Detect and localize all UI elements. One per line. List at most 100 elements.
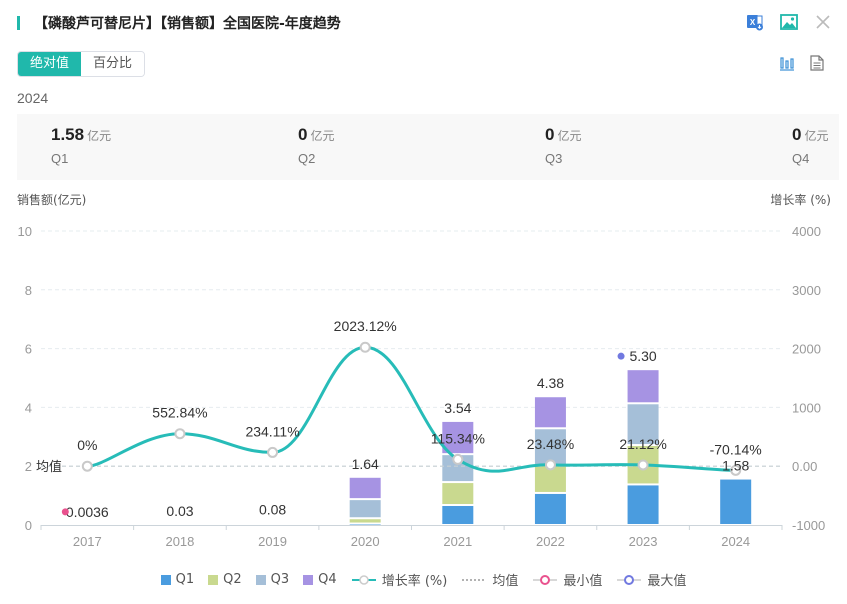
kpi-q2: 0 亿元 Q2 — [298, 125, 334, 166]
kpi-value: 0 — [792, 125, 802, 144]
y-tick-label: 10 — [18, 224, 32, 239]
year-label: 2024 — [17, 90, 49, 106]
total-value-label: 0.08 — [259, 502, 286, 518]
growth-rate-label: 552.84% — [152, 405, 207, 421]
value-mode-toggle: 绝对值 百分比 — [17, 51, 146, 77]
legend-label: 最小值 — [563, 574, 603, 589]
chart-legend: Q1 Q2 Q3 Q4 增长率 (%) 均值 最小值 最大值 — [0, 570, 847, 589]
image-export-icon[interactable] — [779, 12, 799, 32]
chart-plot: 均值 0% 552.84% 234.11% 2023.12% 115.34% 23.48%… — [18, 224, 826, 549]
legend-line-circle-icon — [351, 574, 376, 585]
growth-rate-point — [359, 341, 371, 353]
x-tick-label: 2019 — [258, 534, 287, 549]
legend-swatch — [303, 574, 314, 585]
bar-segment-q4 — [349, 477, 381, 499]
growth-rate-point — [730, 464, 742, 476]
percentage-tab[interactable]: 百分比 — [81, 52, 145, 76]
y2-tick-label: 3000 — [792, 283, 821, 298]
kpi-label: Q3 — [545, 151, 563, 166]
x-tick-label: 2017 — [73, 534, 102, 549]
legend-q1[interactable]: Q1 — [160, 572, 194, 587]
growth-rate-label: 115.34% — [431, 430, 485, 446]
y2-axis-title: 增长率 (%) — [770, 193, 831, 207]
x-tick-label: 2018 — [165, 534, 194, 549]
kpi-q4: 0 亿元 Q4 — [792, 125, 828, 166]
growth-rate-label: -70.14% — [710, 441, 762, 457]
kpi-value: 1.58 — [51, 125, 85, 144]
growth-rate-line — [87, 345, 736, 473]
x-tick-label: 2023 — [629, 534, 658, 549]
y-tick-label: 6 — [25, 342, 32, 357]
total-value-label: 1.58 — [722, 458, 749, 474]
bar-segment-q2 — [349, 519, 381, 523]
growth-rate-point — [267, 446, 279, 458]
legend-q2[interactable]: Q2 — [208, 572, 242, 587]
title-accent-bar — [17, 16, 20, 30]
kpi-value: 0 — [298, 125, 308, 144]
y-axis-title: 销售额(亿元) — [17, 193, 87, 207]
kpi-unit: 亿元 — [87, 129, 112, 143]
legend-max[interactable]: 最大值 — [616, 570, 686, 589]
growth-rate-point — [637, 459, 649, 471]
x-tick-label: 2021 — [443, 534, 472, 549]
kpi-label: Q1 — [51, 151, 69, 166]
kpi-unit: 亿元 — [804, 129, 829, 143]
legend-q3[interactable]: Q3 — [255, 572, 289, 587]
kpi-label: Q2 — [298, 151, 316, 166]
growth-rate-point — [452, 453, 464, 465]
growth-rate-label: 234.11% — [245, 423, 299, 439]
bar-segment-q4 — [442, 421, 474, 454]
bar-chart-icon[interactable] — [777, 53, 797, 73]
bar-segment-q1 — [442, 506, 474, 524]
growth-rate-point — [81, 460, 93, 472]
bar-segment-q3 — [534, 429, 566, 465]
legend-dotted-line-icon — [462, 578, 487, 581]
excel-export-icon[interactable]: X — [745, 12, 765, 32]
legend-label: 均值 — [492, 574, 519, 589]
x-tick-label: 2020 — [351, 534, 380, 549]
legend-q4[interactable]: Q4 — [303, 572, 337, 587]
growth-rate-label: 2023.12% — [334, 318, 397, 334]
y2-tick-label: 1000 — [792, 400, 821, 415]
bar-segment-q3 — [349, 500, 381, 518]
document-icon[interactable] — [807, 53, 827, 73]
legend-label: 最大值 — [647, 574, 687, 589]
bar-segment-q1 — [627, 485, 659, 524]
kpi-q1: 1.58 亿元 Q1 — [51, 125, 111, 166]
mean-line-label: 均值 — [36, 459, 62, 474]
bar-segment-q4 — [627, 370, 659, 403]
x-tick-label: 2022 — [536, 534, 565, 549]
total-value-label: 0.0036 — [66, 504, 109, 520]
bar-segment-q3 — [627, 404, 659, 445]
legend-min[interactable]: 最小值 — [532, 570, 602, 589]
view-switcher — [777, 53, 827, 73]
max-value-marker — [617, 352, 625, 360]
growth-rate-label: 0% — [77, 437, 97, 453]
y2-tick-label: 0.00 — [792, 459, 817, 474]
chart-header: 【磷酸芦可替尼片】【销售额】全国医院-年度趋势 — [17, 14, 341, 32]
legend-swatch — [160, 574, 171, 585]
x-tick-label: 2024 — [721, 534, 750, 549]
legend-label: 增长率 (%) — [381, 574, 448, 589]
y-tick-label: 2 — [25, 459, 32, 474]
kpi-unit: 亿元 — [310, 129, 335, 143]
bar-segment-q2 — [534, 466, 566, 492]
total-value-label: 5.30 — [629, 348, 656, 364]
total-value-label: 1.64 — [352, 456, 379, 472]
legend-mean[interactable]: 均值 — [461, 570, 518, 589]
absolute-value-tab[interactable]: 绝对值 — [18, 52, 82, 76]
y-tick-label: 8 — [25, 283, 32, 298]
y-tick-label: 0 — [25, 518, 32, 533]
kpi-label: Q4 — [792, 151, 810, 166]
kpi-value: 0 — [545, 125, 555, 144]
legend-min-marker-icon — [533, 574, 558, 585]
y2-tick-label: -1000 — [792, 518, 825, 533]
legend-growth-rate[interactable]: 增长率 (%) — [351, 570, 448, 589]
kpi-q3: 0 亿元 Q3 — [545, 125, 581, 166]
kpi-panel: 1.58 亿元 Q1 0 亿元 Q2 0 亿元 Q3 0 亿元 Q4 — [17, 114, 839, 180]
bar-segment-q1 — [720, 479, 752, 524]
legend-swatch — [255, 574, 266, 585]
close-icon[interactable] — [813, 12, 833, 32]
legend-max-marker-icon — [617, 574, 642, 585]
y2-tick-label: 2000 — [792, 342, 821, 357]
